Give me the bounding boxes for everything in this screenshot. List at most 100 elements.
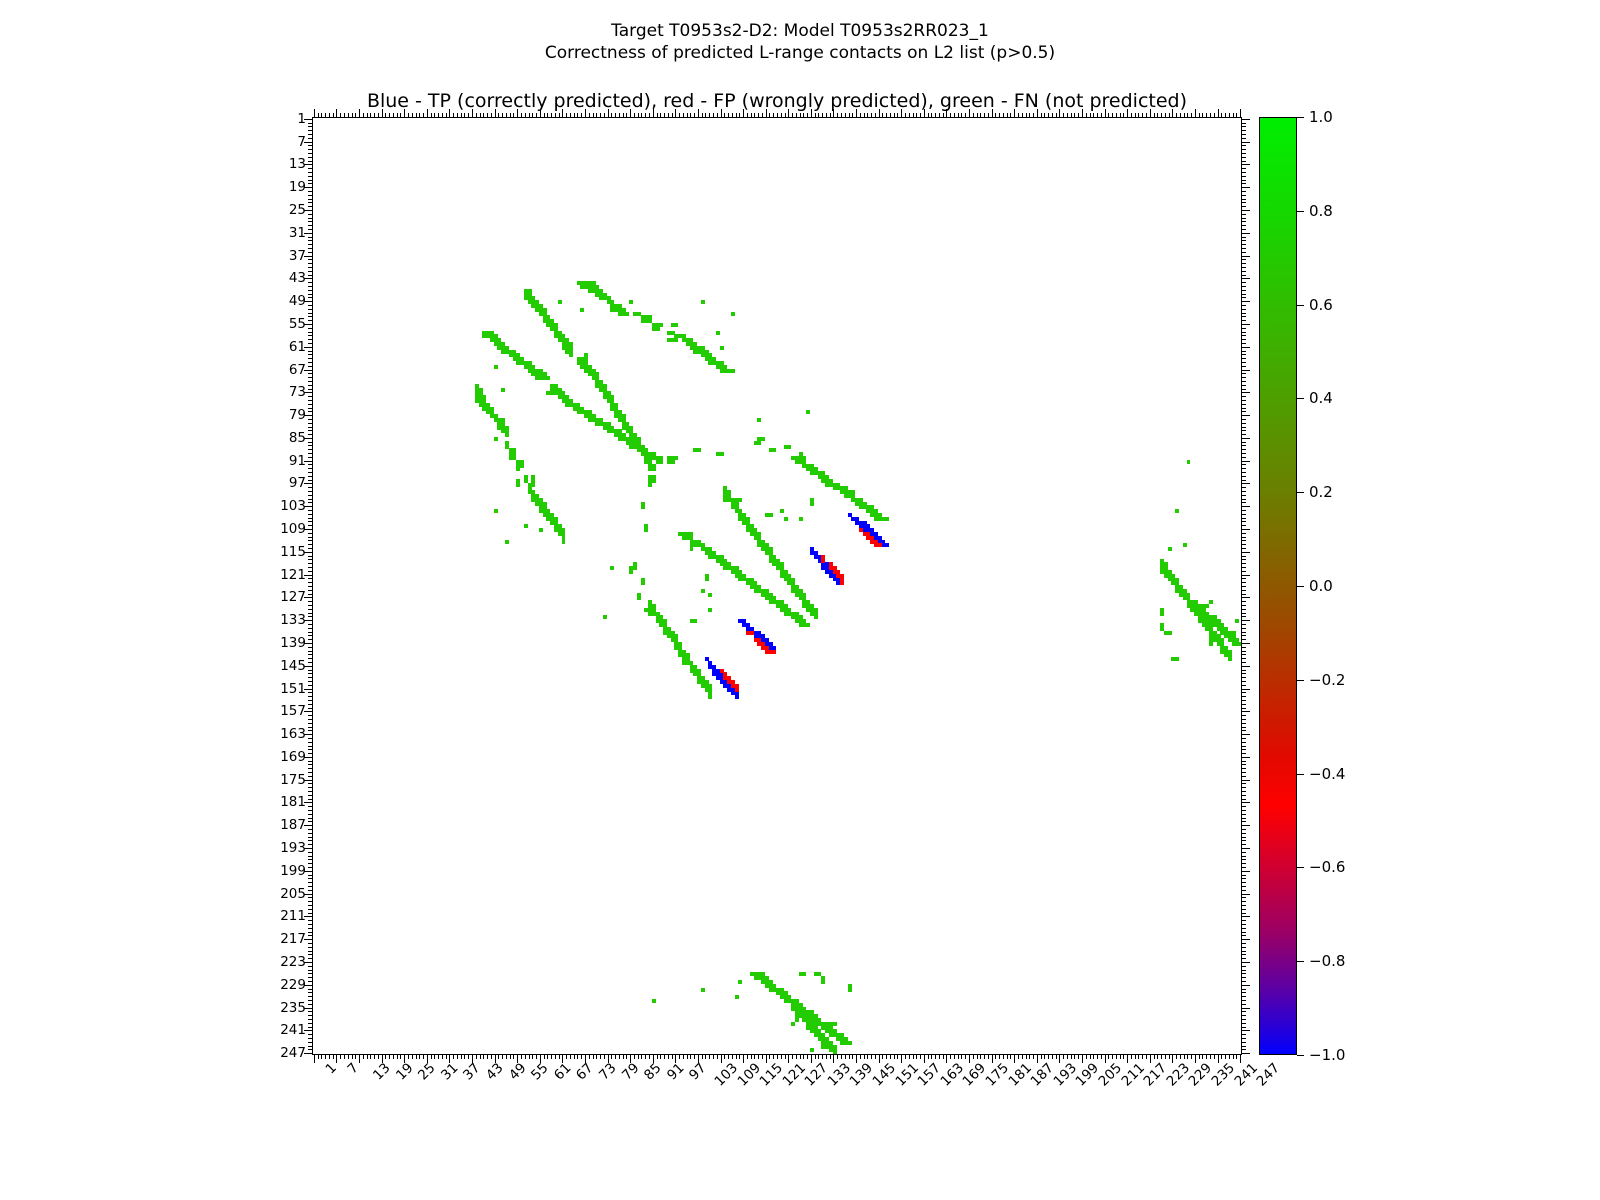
x-axis-tick-label: 247 <box>1253 1060 1284 1090</box>
contact-cell <box>693 448 698 453</box>
y-tick-right <box>1242 555 1246 557</box>
contact-cell <box>614 406 619 411</box>
contact-cell <box>1190 604 1195 609</box>
contact-cell <box>1201 623 1206 628</box>
contact-cell <box>787 581 792 586</box>
contact-cell <box>527 364 532 369</box>
x-tick-top <box>498 113 500 117</box>
contact-cell <box>727 368 732 373</box>
contact-cell <box>832 482 837 487</box>
contact-cell <box>569 349 573 354</box>
x-tick-top <box>1206 113 1208 117</box>
x-tick <box>569 1055 571 1059</box>
contact-cell <box>602 391 607 396</box>
contact-cell <box>862 501 867 506</box>
x-tick <box>871 1055 873 1059</box>
contact-cell <box>753 440 758 445</box>
y-tick <box>308 502 312 504</box>
y-tick-right <box>1242 206 1246 208</box>
y-tick <box>308 434 312 436</box>
contact-cell <box>802 455 807 460</box>
y-tick <box>304 870 312 872</box>
contact-cell <box>595 285 600 290</box>
contact-cell <box>584 361 589 366</box>
y-tick <box>308 498 312 500</box>
x-tick <box>615 1055 617 1059</box>
x-tick <box>325 1055 327 1059</box>
x-tick-top <box>1187 113 1189 117</box>
x-tick <box>818 1055 820 1059</box>
x-tick-top <box>370 113 372 117</box>
contact-cell <box>531 372 536 377</box>
contact-cell <box>742 619 747 624</box>
contact-cell <box>761 972 765 977</box>
x-tick <box>976 1055 978 1059</box>
contact-cell <box>553 334 558 339</box>
y-tick-right <box>1242 285 1246 287</box>
x-axis-tick-label: 91 <box>663 1060 688 1084</box>
x-tick-top <box>810 109 812 117</box>
contact-cell <box>791 999 796 1004</box>
contact-cell <box>708 554 713 559</box>
contact-cell <box>817 1018 822 1022</box>
contact-cell <box>538 368 543 373</box>
y-tick-right <box>1242 905 1246 906</box>
contact-cell <box>734 497 739 502</box>
x-tick <box>935 1055 937 1059</box>
contact-cell <box>617 410 622 415</box>
contact-cell <box>810 1048 814 1053</box>
contact-cell <box>794 1014 799 1019</box>
x-tick-top <box>682 113 684 117</box>
contact-cell <box>700 547 705 552</box>
colorbar-tick-label: 0.0 <box>1309 577 1333 595</box>
contact-cell <box>749 577 754 582</box>
x-tick <box>1217 1055 1219 1063</box>
x-tick-top <box>1112 113 1114 117</box>
contact-cell <box>505 345 509 350</box>
contact-cell <box>542 311 547 316</box>
x-tick-top <box>313 109 315 117</box>
x-tick-top <box>1194 109 1196 117</box>
contact-cell <box>689 547 694 552</box>
contact-cell <box>712 668 717 673</box>
contact-cell <box>1175 588 1180 593</box>
y-tick <box>304 483 312 485</box>
contact-cell <box>670 455 675 460</box>
x-tick <box>441 1055 443 1059</box>
x-tick <box>795 1055 797 1059</box>
y-tick-right <box>1242 418 1246 420</box>
contact-cell <box>599 380 604 384</box>
contact-cell <box>1212 623 1217 628</box>
contact-cell <box>580 307 585 312</box>
contact-cell <box>516 478 521 483</box>
contact-cell <box>617 418 622 422</box>
x-tick <box>878 1055 880 1063</box>
contact-cell <box>832 1048 837 1053</box>
y-tick-right <box>1242 369 1250 371</box>
x-tick <box>1119 1055 1121 1059</box>
x-axis-tick-label: 85 <box>641 1060 665 1084</box>
y-tick-right <box>1242 745 1246 747</box>
y-tick <box>308 661 312 663</box>
contact-cell <box>870 509 875 514</box>
x-tick <box>347 1055 349 1059</box>
y-tick-right <box>1242 897 1246 899</box>
x-tick <box>607 1055 609 1063</box>
y-axis-tick-label: 205 <box>280 885 306 902</box>
y-tick <box>308 198 312 200</box>
x-tick-top <box>596 113 598 117</box>
x-tick <box>528 1055 530 1059</box>
contact-cell <box>1197 619 1202 624</box>
y-tick <box>308 403 312 405</box>
contact-cell <box>516 353 521 358</box>
contact-map-plot[interactable] <box>312 117 1242 1055</box>
x-tick <box>1040 1055 1042 1059</box>
y-tick-right <box>1242 361 1246 363</box>
contact-cell <box>606 391 611 396</box>
y-tick-right <box>1242 392 1250 394</box>
x-tick-top <box>551 113 553 117</box>
x-tick-top <box>856 109 858 117</box>
contact-cell <box>700 680 705 685</box>
contact-cell <box>1227 649 1232 654</box>
x-tick <box>1228 1055 1230 1059</box>
